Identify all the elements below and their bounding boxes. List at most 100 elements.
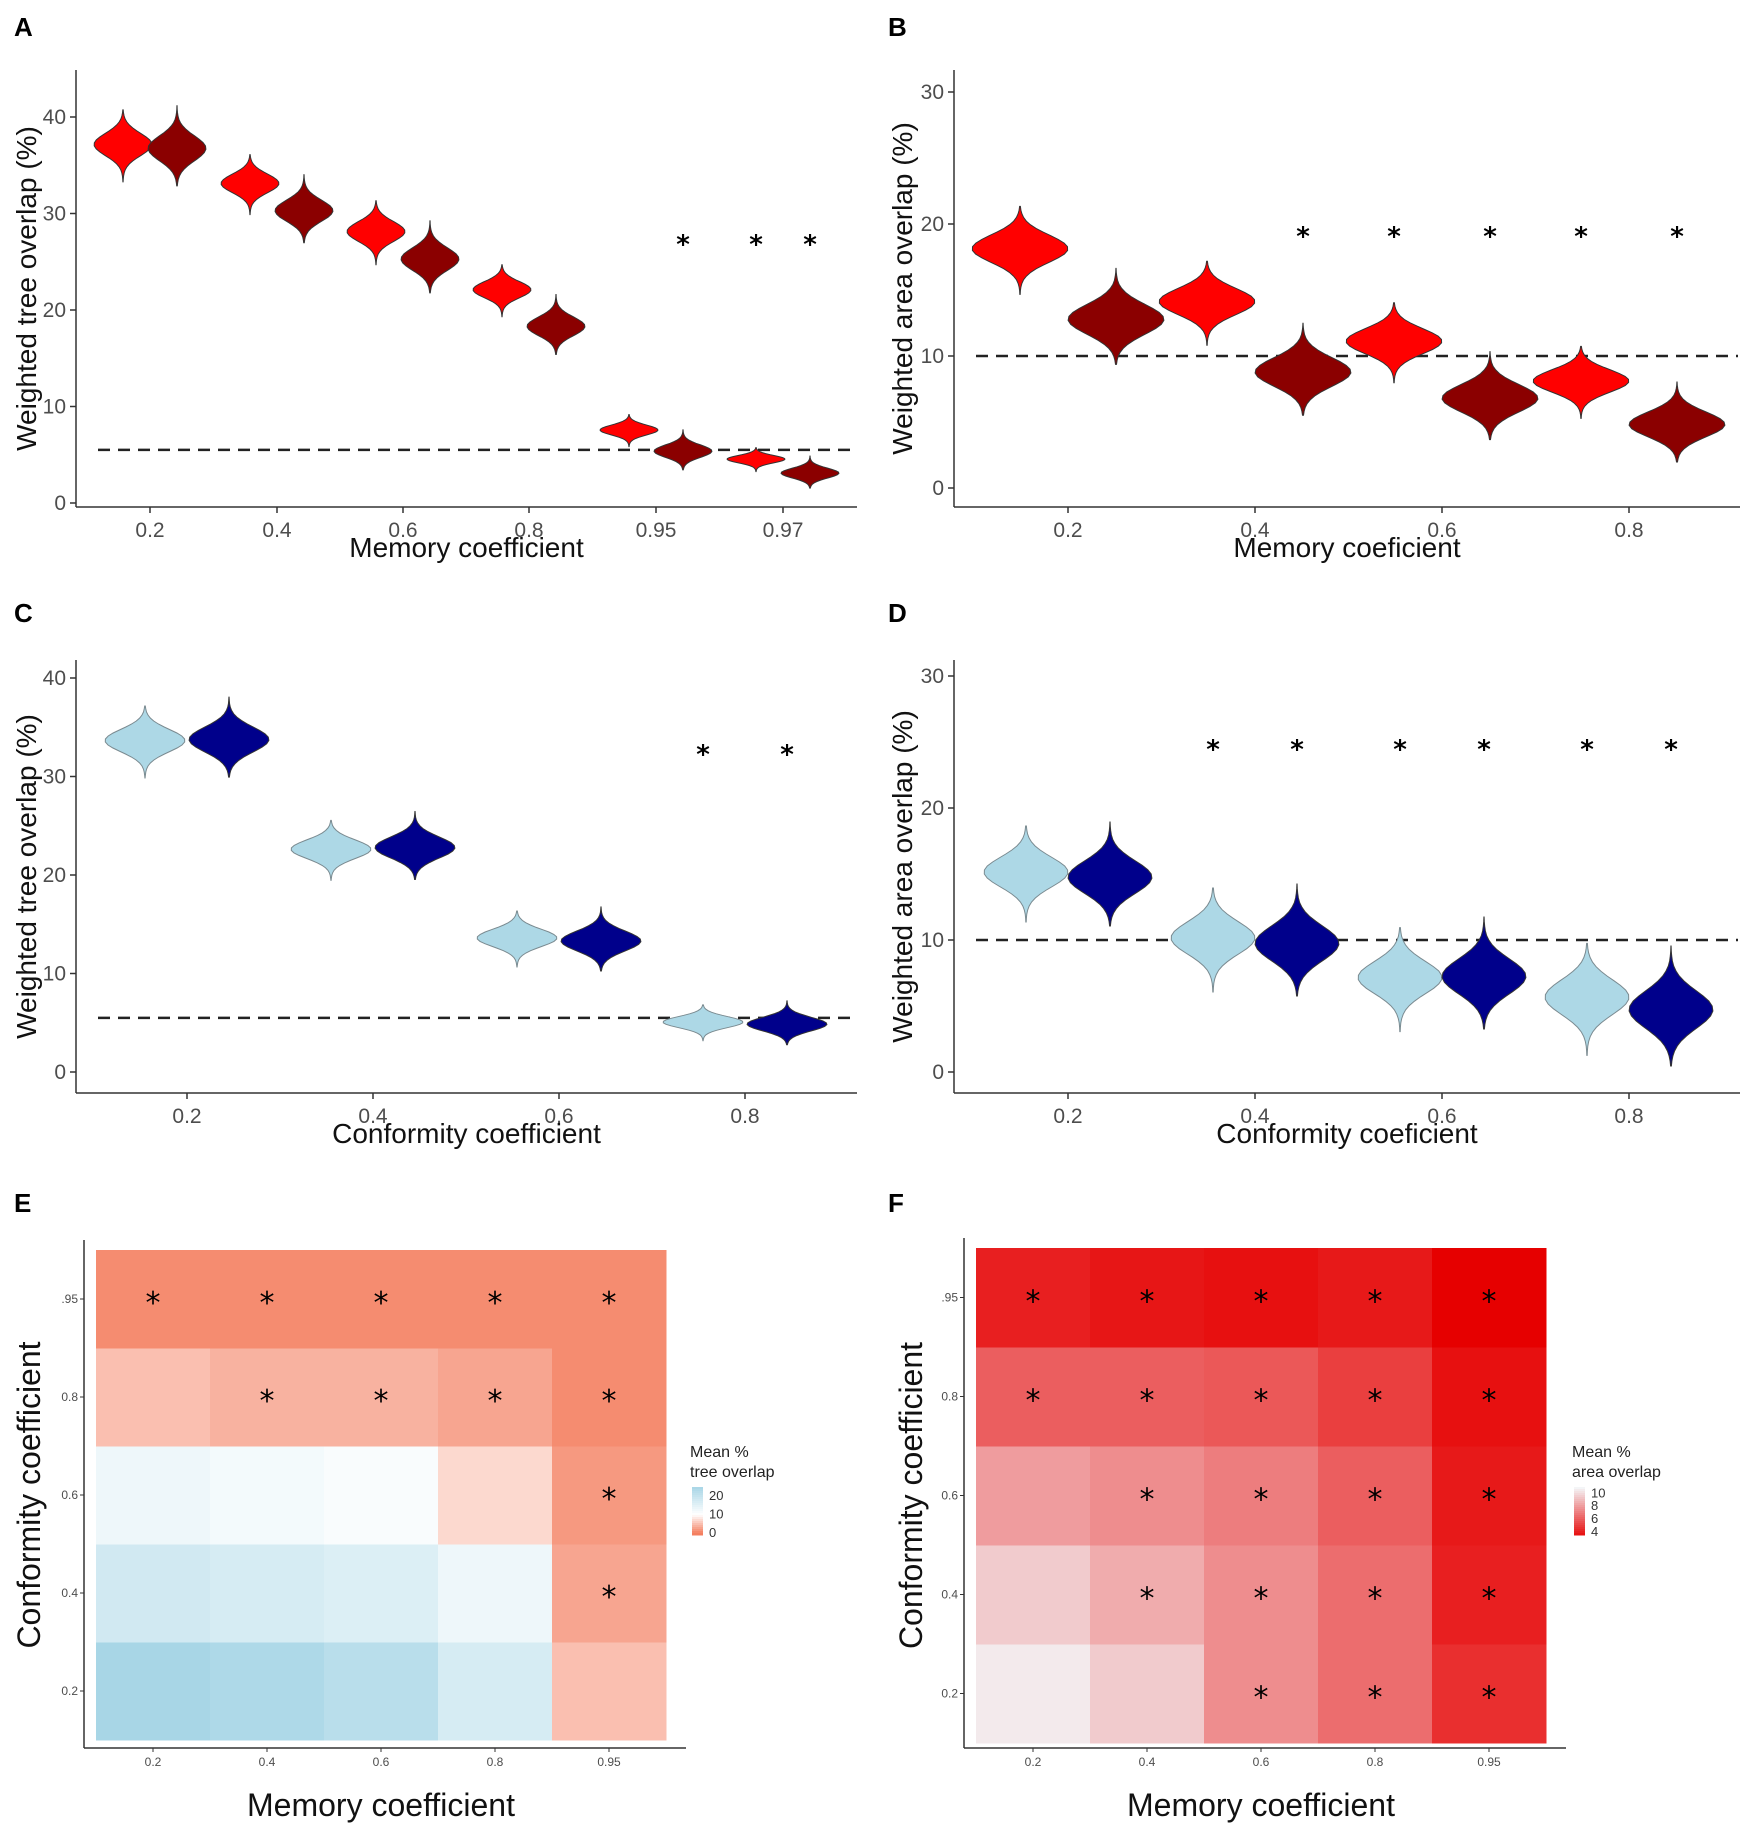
heatmap-cell-E	[438, 1446, 553, 1545]
y-tick-label: 10	[921, 929, 944, 952]
violin-B-light-0.6	[1345, 302, 1443, 384]
legend-gradient-step	[1574, 1515, 1585, 1518]
significance-star: *	[1290, 735, 1304, 765]
violin-C-dark-0.6	[560, 906, 642, 972]
panel-F: F * * * * * * * * * * * * * * * * * * * * * 0.2 0.4 0.6 0.8 .95 0.2…	[888, 1188, 1661, 1823]
x-axis-title-E: Memory coefficient	[247, 1787, 515, 1823]
heatmap-cell-E	[552, 1642, 667, 1741]
x-axis-title-F: Memory coefficient	[1127, 1787, 1395, 1823]
legend-tick-label: 10	[709, 1507, 723, 1522]
significance-star: *	[1580, 735, 1594, 765]
significance-star: *	[1254, 1681, 1269, 1716]
legend-gradient-step	[1574, 1529, 1585, 1532]
legend-gradient-step	[692, 1501, 703, 1504]
legend-gradient-step	[1574, 1511, 1585, 1514]
heatmap-cell-F	[1318, 1248, 1433, 1348]
y-tick-label: 0.2	[61, 1684, 78, 1698]
x-axis-title-D: Conformity coeficient	[1216, 1118, 1478, 1149]
x-tick-label: 0.2	[172, 1105, 201, 1128]
panel-label-C: C	[14, 598, 33, 628]
heatmap-cell-E	[552, 1250, 667, 1349]
heatmap-cell-F	[1318, 1545, 1433, 1645]
y-axis-title-B: Weighted area overlap (%)	[887, 122, 918, 455]
legend-gradient-step	[1574, 1517, 1585, 1520]
x-tick-label: 0.6	[388, 519, 417, 542]
heatmap-cell-F	[976, 1446, 1091, 1546]
violin-C-light-0.8	[662, 1004, 744, 1042]
significance-star: *	[374, 1286, 389, 1321]
significance-star: *	[1482, 1285, 1497, 1320]
legend-gradient-step	[692, 1511, 703, 1514]
violin-A-dark-0.97	[780, 455, 840, 489]
heatmap-cell-E	[96, 1642, 211, 1741]
panel-A: A 0 10 20 30 40 0.2 0.4 0.6 0.8 0.95 0.97 * * * Memory …	[11, 12, 857, 563]
violin-B-light-0.2	[971, 205, 1069, 295]
heatmap-cell-F	[1432, 1347, 1547, 1447]
significance-star: *	[260, 1384, 275, 1419]
violin-C-light-0.6	[476, 910, 558, 968]
x-tick-label: 0.95	[636, 519, 677, 542]
significance-star: *	[488, 1384, 503, 1419]
legend-gradient-step	[692, 1517, 703, 1520]
x-tick-label: 0.95	[1477, 1755, 1501, 1769]
significance-star: *	[676, 230, 690, 260]
y-axis-title-D: Weighted area overlap (%)	[887, 710, 918, 1043]
x-tick-label: 0.2	[1053, 519, 1082, 542]
heatmap-cell-E	[552, 1446, 667, 1545]
violin-A-light-0.8	[472, 264, 532, 318]
heatmap-cell-F	[976, 1248, 1091, 1348]
panel-E: E * * * * * * * * * * * 0.2 0.4 0.6 0.8 .95 0.2 0.4 0.6 0.8 0…	[11, 1188, 775, 1823]
legend-gradient-step	[1574, 1501, 1585, 1504]
x-tick-label: 0.8	[730, 1105, 759, 1128]
panel-D: D 0 10 20 30 0.2 0.4 0.6 0.8 * * * * * * Conformity coe…	[887, 598, 1740, 1149]
legend-gradient-step	[1574, 1487, 1585, 1490]
significance-star: *	[1482, 1483, 1497, 1518]
violin-C-light-0.2	[104, 705, 186, 779]
heatmap-cell-F	[976, 1347, 1091, 1447]
heatmap-cell-E	[324, 1642, 439, 1741]
heatmap-cell-F	[1432, 1248, 1547, 1348]
significance-star: *	[1368, 1582, 1383, 1617]
violin-A-dark-0.8	[526, 293, 586, 355]
heatmap-cell-F	[1318, 1446, 1433, 1546]
violin-C-light-0.4	[290, 819, 372, 881]
heatmap-cell-E	[324, 1446, 439, 1545]
y-axis-title-A: Weighted tree overlap (%)	[11, 126, 42, 451]
significance-star: *	[1026, 1285, 1041, 1320]
significance-star: *	[1482, 1681, 1497, 1716]
heatmap-cell-E	[438, 1642, 553, 1741]
heatmap-cell-F	[1090, 1446, 1205, 1546]
significance-star: *	[696, 740, 710, 770]
significance-star: *	[1368, 1285, 1383, 1320]
y-tick-label: 20	[921, 213, 944, 236]
legend-tick-label: 10	[1591, 1485, 1605, 1500]
y-tick-label: 10	[921, 345, 944, 368]
legend-gradient-step	[1574, 1531, 1585, 1534]
legend-gradient-step	[692, 1497, 703, 1500]
violin-B-dark-0.8	[1628, 381, 1726, 463]
legend-E: Mean % tree overlap 20 10 0	[690, 1444, 775, 1540]
violin-D-dark-0.6	[1441, 916, 1527, 1030]
legend-gradient-step	[692, 1491, 703, 1494]
y-tick-label: 0.6	[61, 1488, 78, 1502]
violin-A-dark-0.4	[274, 174, 334, 244]
violin-A-light-0.97	[726, 447, 786, 473]
legend-gradient-step	[1574, 1521, 1585, 1524]
legend-tick-label: 4	[1591, 1524, 1598, 1539]
heatmap-cell-E	[210, 1250, 325, 1349]
heatmap-cell-E	[96, 1446, 211, 1545]
x-tick-label: 0.4	[259, 1755, 276, 1769]
heatmap-cell-E	[438, 1250, 553, 1349]
violin-A-light-0.6	[346, 200, 406, 266]
legend-gradient-step	[1574, 1497, 1585, 1500]
legend-gradient-step	[692, 1519, 703, 1522]
significance-star: *	[1482, 1384, 1497, 1419]
significance-star: *	[1140, 1384, 1155, 1419]
legend-gradient-step	[692, 1503, 703, 1506]
violin-A-dark-0.95	[653, 429, 713, 471]
legend-gradient-step	[1574, 1513, 1585, 1516]
legend-gradient-step	[1574, 1499, 1585, 1502]
legend-gradient-step	[1574, 1519, 1585, 1522]
heatmap-cell-F	[1432, 1446, 1547, 1546]
significance-star: *	[1664, 735, 1678, 765]
